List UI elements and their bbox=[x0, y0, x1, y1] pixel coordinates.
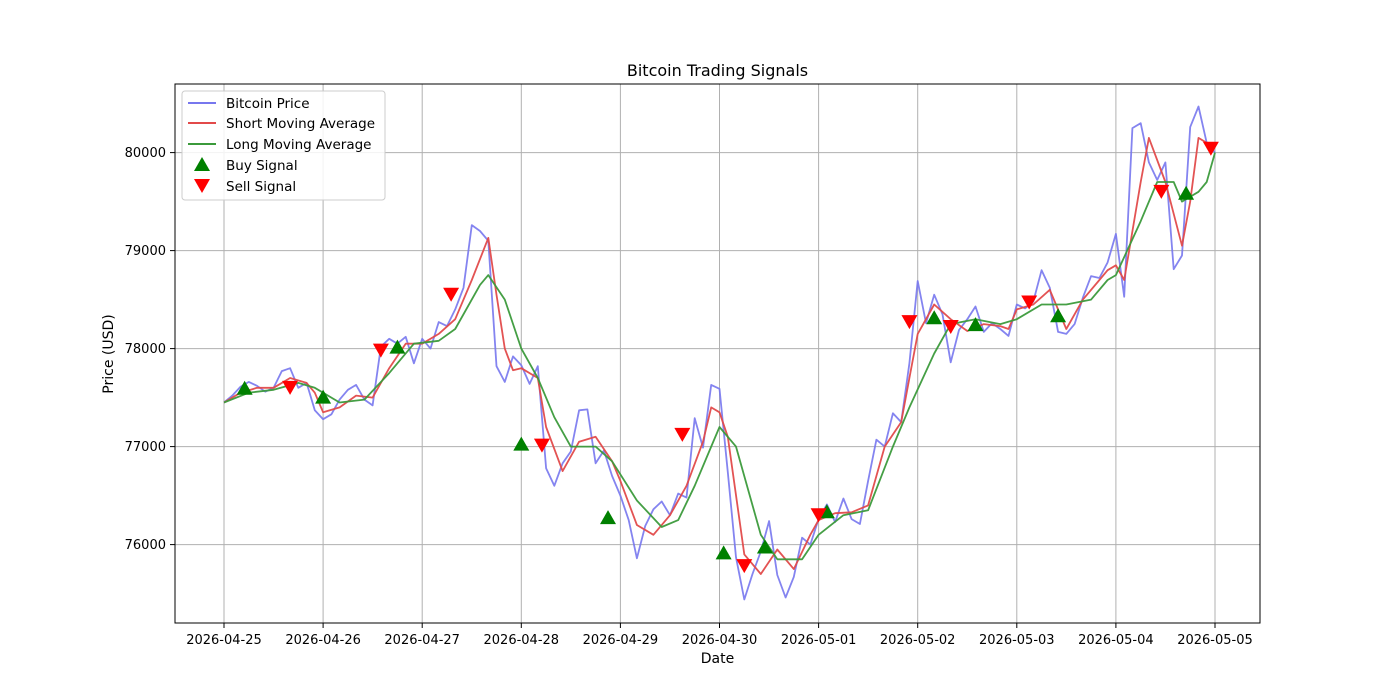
legend-label-long: Long Moving Average bbox=[226, 137, 371, 153]
long-moving-average-line bbox=[223, 152, 1216, 561]
buy-signal-marker bbox=[715, 545, 732, 560]
legend: Bitcoin Price Short Moving Average Long … bbox=[181, 90, 386, 201]
sell-signal-marker bbox=[443, 287, 460, 302]
legend-box bbox=[181, 90, 386, 201]
buy-signal-marker bbox=[600, 510, 617, 525]
legend-label-short: Short Moving Average bbox=[226, 116, 375, 132]
x-tick-label: 2026-04-26 bbox=[285, 633, 361, 648]
buy-signal-marker bbox=[967, 317, 984, 332]
x-tick-label: 2026-05-03 bbox=[979, 633, 1055, 648]
legend-label-buy: Buy Signal bbox=[226, 158, 298, 174]
axis-ticks: 2026-04-25 2026-04-26 2026-04-27 2026-04-28… bbox=[125, 146, 1253, 648]
chart-title: Bitcoin Trading Signals bbox=[627, 61, 808, 80]
y-tick-label: 76000 bbox=[125, 538, 166, 553]
x-tick-label: 2026-04-29 bbox=[583, 633, 659, 648]
buy-signal-marker bbox=[756, 539, 773, 554]
x-tick-label: 2026-05-01 bbox=[781, 633, 857, 648]
x-tick-label: 2026-04-28 bbox=[484, 633, 560, 648]
legend-swatch-buy bbox=[194, 157, 210, 171]
y-tick-label: 80000 bbox=[125, 146, 166, 161]
buy-signal-marker bbox=[1178, 185, 1195, 200]
sell-signal-marker bbox=[810, 508, 827, 523]
x-axis-title: Date bbox=[701, 651, 734, 667]
x-tick-label: 2026-04-30 bbox=[682, 633, 758, 648]
signal-markers bbox=[236, 141, 1219, 574]
y-tick-label: 79000 bbox=[125, 244, 166, 259]
y-axis-title: Price (USD) bbox=[101, 314, 117, 393]
legend-label-price: Bitcoin Price bbox=[226, 96, 310, 112]
sell-signal-marker bbox=[533, 438, 550, 453]
sell-signal-marker bbox=[372, 343, 389, 358]
series-group bbox=[223, 105, 1216, 601]
buy-signal-marker bbox=[389, 339, 406, 354]
y-tick-label: 77000 bbox=[125, 440, 166, 455]
sell-signal-marker bbox=[1153, 184, 1170, 199]
legend-label-sell: Sell Signal bbox=[226, 179, 296, 195]
buy-signal-marker bbox=[926, 310, 943, 325]
buy-signal-marker bbox=[1050, 308, 1067, 323]
buy-signal-marker bbox=[513, 436, 530, 451]
sell-signal-marker bbox=[282, 380, 299, 395]
x-tick-label: 2026-04-27 bbox=[384, 633, 460, 648]
sell-signal-marker bbox=[942, 320, 959, 335]
buy-signal-marker bbox=[236, 380, 253, 395]
sell-signal-marker bbox=[1202, 141, 1219, 156]
y-tick-label: 78000 bbox=[125, 342, 166, 357]
sell-signal-marker bbox=[1021, 295, 1038, 310]
sell-signal-marker bbox=[736, 559, 753, 574]
plot-frame bbox=[174, 83, 1261, 624]
x-tick-label: 2026-05-02 bbox=[880, 633, 956, 648]
buy-signal-marker bbox=[315, 389, 332, 404]
x-tick-label: 2026-05-04 bbox=[1078, 633, 1154, 648]
x-tick-label: 2026-05-05 bbox=[1177, 633, 1253, 648]
price-line bbox=[223, 105, 1216, 601]
x-tick-label: 2026-04-25 bbox=[186, 633, 262, 648]
legend-swatch-sell bbox=[194, 179, 210, 193]
grid bbox=[175, 84, 1260, 623]
sell-signal-marker bbox=[901, 315, 918, 330]
sell-signal-marker bbox=[674, 427, 691, 442]
